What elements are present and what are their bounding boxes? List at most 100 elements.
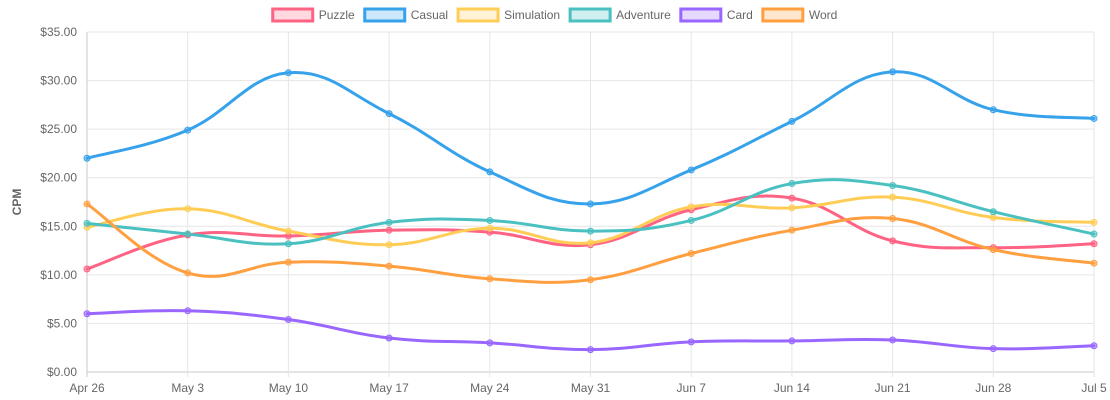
data-point-card [587,346,594,354]
data-point-card [989,345,997,353]
data-point-casual [486,168,494,176]
y-axis: $0.00 $5.00 $10.00 $15.00 $20.00 $25.00 $30.00… [10,25,77,379]
legend-label-word: Word [809,8,837,22]
data-point-casual [184,126,192,134]
x-tick-label: Jun 21 [875,381,911,395]
legend-item-adventure[interactable]: Adventure [568,7,671,23]
data-point-casual [1090,114,1098,122]
data-point-simulation [284,227,292,235]
data-point-adventure [284,240,292,248]
y-tick-label: $5.00 [47,316,77,330]
data-point-simulation [587,239,594,247]
data-point-adventure [1090,230,1098,238]
data-point-simulation [486,224,494,232]
x-tick-label: Jul 5 [1081,381,1107,395]
legend-label-simulation: Simulation [504,8,560,22]
x-tick-label: Jun 7 [677,381,707,395]
legend-label-puzzle: Puzzle [319,8,355,22]
data-point-card [385,334,393,342]
data-point-casual [687,166,695,174]
data-point-simulation [989,214,997,222]
data-point-card [687,338,695,346]
series-casual [83,68,1098,208]
series-word [83,200,1098,284]
x-tick-label: May 24 [470,381,510,395]
legend-swatch-casual [363,7,407,23]
data-point-casual [284,69,292,77]
data-point-card [284,316,292,324]
data-point-adventure [788,180,796,188]
data-point-adventure [385,218,393,226]
x-tick-label: Jun 14 [774,381,810,395]
x-axis: Apr 26 May 3 May 10 May 17 May 24 May 31 Jun 7… [69,381,1107,395]
data-point-adventure [889,181,897,189]
x-tick-label: May 3 [171,381,204,395]
data-point-word [687,249,695,257]
data-point-word [385,262,393,270]
data-point-simulation [889,193,897,201]
legend-label-casual: Casual [411,8,448,22]
legend-item-simulation[interactable]: Simulation [456,7,560,23]
y-tick-label: $20.00 [40,171,77,185]
data-point-adventure [989,208,997,216]
data-point-adventure [184,230,192,238]
data-point-puzzle [83,265,91,273]
data-point-casual [989,106,997,114]
legend-item-puzzle[interactable]: Puzzle [271,7,355,23]
data-point-simulation [385,241,393,249]
data-point-card [486,339,494,347]
legend-label-adventure: Adventure [616,8,671,22]
legend-item-casual[interactable]: Casual [363,7,448,23]
y-tick-label: $15.00 [40,219,77,233]
data-point-simulation [1090,218,1098,226]
legend-swatch-adventure [568,7,612,23]
legend-swatch-card [679,7,723,23]
y-tick-label: $30.00 [40,74,77,88]
legend: Puzzle Casual Simulation Adventure Card Word [271,7,837,23]
data-point-card [788,337,796,345]
data-point-casual [788,117,796,125]
data-point-word [889,215,897,223]
legend-item-card[interactable]: Card [679,7,753,23]
legend-label-card: Card [727,8,753,22]
data-point-casual [385,110,393,118]
data-point-casual [889,68,897,76]
legend-item-word[interactable]: Word [761,7,837,23]
data-point-adventure [687,216,695,224]
data-point-adventure [486,216,494,224]
data-point-puzzle [1090,240,1098,248]
data-point-word [83,200,91,208]
data-point-card [83,310,91,318]
data-point-casual [83,154,91,162]
data-point-word [1090,259,1098,267]
data-point-word [184,269,192,277]
data-point-puzzle [889,237,897,245]
data-point-puzzle [788,194,796,202]
legend-swatch-word [761,7,805,23]
y-tick-label: $25.00 [40,122,77,136]
data-point-word [486,275,494,283]
data-point-puzzle [385,226,393,234]
series-card [83,307,1098,354]
x-tick-label: May 31 [571,381,611,395]
y-tick-label: $35.00 [40,25,77,39]
series-adventure [83,178,1098,248]
data-point-card [184,307,192,315]
data-point-adventure [587,227,594,235]
data-point-casual [587,200,594,208]
y-tick-label: $0.00 [47,365,77,379]
legend-swatch-simulation [456,7,500,23]
y-tick-label: $10.00 [40,268,77,282]
data-point-word [989,246,997,254]
x-tick-label: Jun 28 [975,381,1011,395]
data-point-word [788,226,796,234]
data-point-simulation [788,204,796,212]
data-point-adventure [83,219,91,227]
x-tick-label: Apr 26 [69,381,105,395]
x-tick-label: May 10 [269,381,309,395]
data-point-card [1090,342,1098,350]
legend-swatch-puzzle [271,7,315,23]
y-axis-title: CPM [10,189,24,216]
